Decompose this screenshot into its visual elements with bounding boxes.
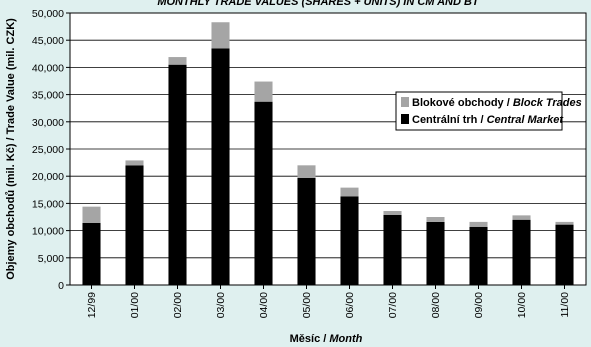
x-tick-label: 11/00 xyxy=(559,292,571,318)
x-tick-label: 12/99 xyxy=(86,292,98,318)
legend-central-market-main: Centrální trh / xyxy=(412,114,487,126)
bar-central-market xyxy=(555,224,574,285)
x-axis-label: Měsíc / Month xyxy=(290,333,363,345)
chart-title: MONTHLY TRADE VALUES (SHARES + UNITS) IN… xyxy=(157,0,480,8)
bar-block-trades xyxy=(297,165,316,178)
bar-block-trades xyxy=(82,206,101,223)
x-tick-label: 10/00 xyxy=(516,292,528,318)
legend-box xyxy=(395,91,563,131)
x-tick-labels: 12/99 01/00 02/00 03/00 04/00 05/00 06/00 07/00… xyxy=(86,285,571,318)
bar-central-market xyxy=(168,64,187,286)
bar-block-trades xyxy=(555,221,574,225)
bar-block-trades xyxy=(211,22,230,49)
bar-block-trades xyxy=(383,211,402,215)
legend-central-market-italic: Central Market xyxy=(487,114,565,126)
bar-central-market xyxy=(82,222,101,285)
bar-block-trades xyxy=(254,81,273,102)
x-axis-label-italic: Month xyxy=(329,333,362,345)
bar-central-market xyxy=(211,48,230,285)
legend-swatch-block-trades xyxy=(401,97,409,107)
bar-block-trades xyxy=(125,160,144,166)
bar-central-market xyxy=(426,221,445,285)
legend: Blokové obchody / Block Trades Centrální… xyxy=(395,91,582,131)
gridlines xyxy=(70,12,586,286)
bar-central-market xyxy=(297,177,316,285)
bar-block-trades xyxy=(168,57,187,65)
x-tick-label: 07/00 xyxy=(387,292,399,318)
bar-central-market xyxy=(383,214,402,285)
x-tick-label: 05/00 xyxy=(301,292,313,318)
x-tick-label: 02/00 xyxy=(172,292,184,318)
legend-label-block-trades: Blokové obchody / Block Trades xyxy=(412,97,582,109)
bar-central-market xyxy=(125,165,144,285)
bar-block-trades xyxy=(340,187,359,197)
x-tick-label: 01/00 xyxy=(129,292,141,318)
y-tick-label: 50,000 xyxy=(32,8,64,20)
x-tick-label: 08/00 xyxy=(430,292,442,318)
x-tick-label: 03/00 xyxy=(215,292,227,318)
y-tick-label: 40,000 xyxy=(32,62,64,74)
bar-central-market xyxy=(254,101,273,285)
bar-central-market xyxy=(340,196,359,285)
x-axis-label-main: Měsíc / xyxy=(290,333,330,345)
bar-block-trades xyxy=(426,217,445,222)
y-axis-label: Objemy obchodů (mil. Kč) / Trade Value (… xyxy=(5,18,17,280)
x-tick-label: 04/00 xyxy=(258,292,270,318)
y-tick-label: 25,000 xyxy=(32,144,64,156)
bar-block-trades xyxy=(512,215,531,220)
y-tick-label: 30,000 xyxy=(32,117,64,129)
y-tick-label: 45,000 xyxy=(32,35,64,47)
x-tick-label: 09/00 xyxy=(473,292,485,318)
y-tick-labels: 0 5,000 10,000 15,000 20,000 25,000 30,000 35,0… xyxy=(32,8,70,292)
y-tick-label: 10,000 xyxy=(32,226,64,238)
x-tick-label: 06/00 xyxy=(344,292,356,318)
y-tick-label: 5,000 xyxy=(38,253,64,265)
y-tick-label: 20,000 xyxy=(32,171,64,183)
y-tick-label: 0 xyxy=(58,280,64,292)
legend-block-trades-main: Blokové obchody / xyxy=(412,97,513,109)
bars xyxy=(82,22,574,286)
legend-block-trades-italic: Block Trades xyxy=(513,97,582,109)
bar-central-market xyxy=(512,219,531,285)
legend-label-central-market: Centrální trh / Central Market xyxy=(412,114,564,126)
y-tick-label: 35,000 xyxy=(32,90,64,102)
y-tick-label: 15,000 xyxy=(32,198,64,210)
legend-swatch-central-market xyxy=(401,114,409,124)
bar-block-trades xyxy=(469,221,488,227)
bar-central-market xyxy=(469,226,488,285)
